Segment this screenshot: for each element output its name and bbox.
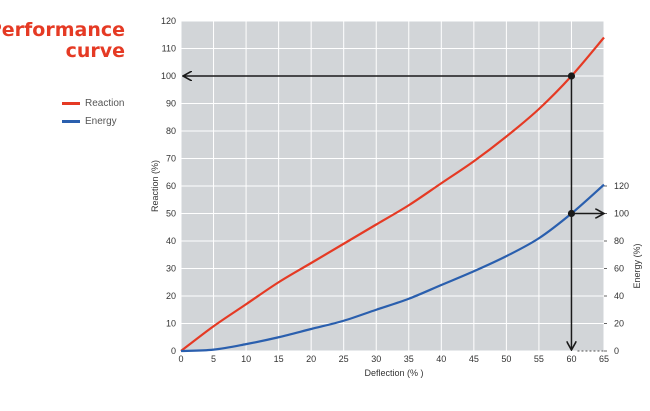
y-left-tick-label: 100 [161, 71, 176, 81]
x-tick-label: 0 [178, 354, 183, 364]
y-left-tick-label: 70 [166, 154, 176, 164]
y-axis-right-label: Energy (%) [632, 243, 642, 288]
y-left-tick-label: 40 [166, 236, 176, 246]
x-tick-label: 55 [534, 354, 544, 364]
x-axis-ticks: 0 5 10 15 20 25 30 35 40 45 50 55 60 65 [178, 354, 609, 364]
x-tick-label: 50 [501, 354, 511, 364]
x-tick-label: 10 [241, 354, 251, 364]
y-left-tick-label: 30 [166, 264, 176, 274]
y-left-tick-label: 90 [166, 99, 176, 109]
legend-item-reaction: Reaction [62, 94, 124, 112]
x-tick-label: 65 [599, 354, 609, 364]
y-left-tick-label: 60 [166, 181, 176, 191]
y-left-tick-label: 110 [162, 44, 176, 54]
rated-reaction-point [567, 72, 576, 80]
series-line-energy [180, 183, 605, 353]
annotations [183, 72, 604, 352]
y-left-tick-label: 50 [166, 209, 176, 219]
title-line-2: curve [65, 40, 125, 62]
y-axis-left-label: Reaction (%) [150, 160, 160, 212]
y-axis-right-ticks: 0 20 40 60 80 100 120 [604, 181, 629, 356]
series-line-reaction [180, 36, 605, 352]
y-right-tick-label: 120 [614, 181, 629, 191]
y-right-tick-label: 80 [614, 236, 624, 246]
legend-swatch-reaction [62, 101, 80, 105]
x-tick-label: 15 [274, 354, 284, 364]
chart-title: Performance curve [0, 20, 125, 62]
x-tick-label: 60 [566, 354, 576, 364]
x-tick-label: 30 [371, 354, 381, 364]
y-axis-left-ticks: 0 10 20 30 40 50 60 70 80 90 100 110 120 [161, 16, 176, 356]
y-right-tick-label: 100 [614, 209, 629, 219]
x-tick-label: 40 [436, 354, 446, 364]
legend-item-energy: Energy [62, 112, 124, 130]
y-left-tick-label: 10 [166, 319, 176, 329]
y-right-tick-label: 20 [614, 319, 624, 329]
x-tick-label: 35 [404, 354, 414, 364]
legend-label-energy: Energy [85, 115, 117, 127]
title-line-1: Performance [0, 19, 125, 41]
y-right-tick-label: 40 [614, 291, 624, 301]
x-tick-label: 5 [211, 354, 216, 364]
legend-label-reaction: Reaction [85, 97, 125, 109]
rated-energy-point [567, 209, 576, 218]
y-right-tick-label: 0 [614, 346, 619, 356]
y-left-tick-label: 20 [166, 291, 176, 301]
y-right-tick-label: 60 [614, 264, 624, 274]
x-tick-label: 45 [469, 354, 479, 364]
y-left-tick-label: 80 [166, 126, 176, 136]
y-left-tick-label: 0 [171, 346, 176, 356]
x-axis-label: Deflection (% ) [364, 368, 423, 378]
y-left-tick-label: 120 [161, 16, 176, 26]
legend-swatch-energy [62, 119, 80, 123]
series-lines [180, 36, 605, 353]
x-tick-label: 20 [306, 354, 316, 364]
legend: Reaction Energy [62, 94, 124, 130]
x-tick-label: 25 [339, 354, 349, 364]
